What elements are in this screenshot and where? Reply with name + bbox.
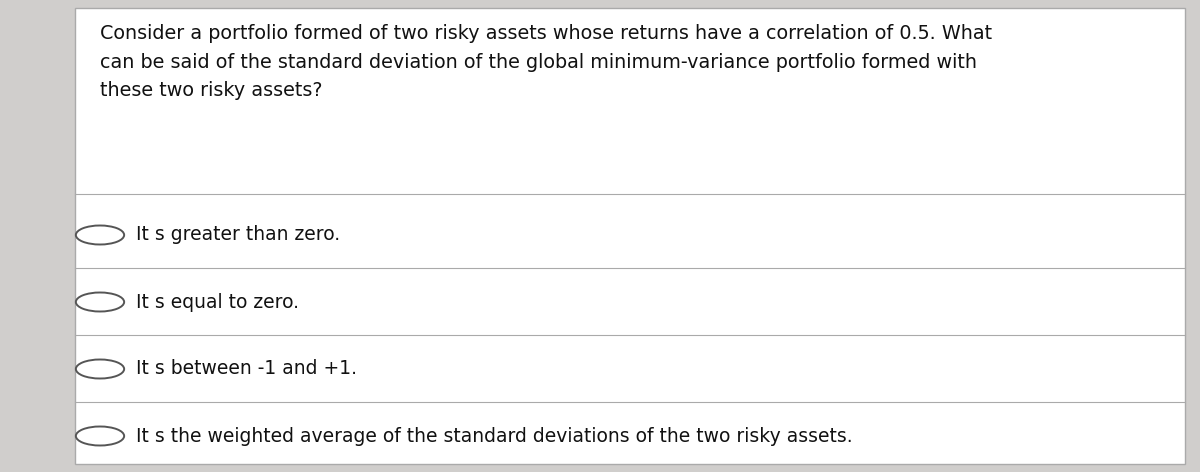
FancyBboxPatch shape	[74, 8, 1186, 464]
Text: It s the weighted average of the standard deviations of the two risky assets.: It s the weighted average of the standar…	[136, 427, 853, 446]
Text: Consider a portfolio formed of two risky assets whose returns have a correlation: Consider a portfolio formed of two risky…	[100, 24, 992, 101]
Text: It s equal to zero.: It s equal to zero.	[136, 293, 299, 312]
Text: It s greater than zero.: It s greater than zero.	[136, 226, 341, 244]
Text: It s between -1 and +1.: It s between -1 and +1.	[136, 360, 358, 379]
